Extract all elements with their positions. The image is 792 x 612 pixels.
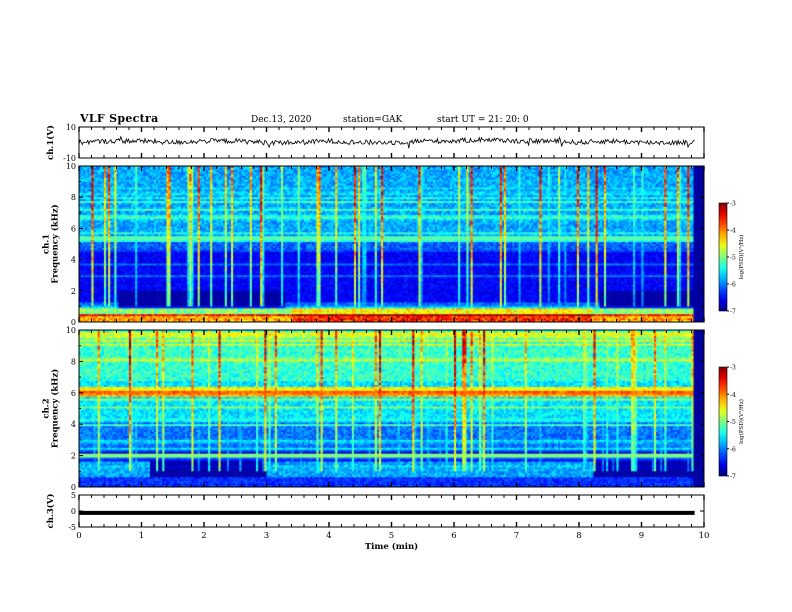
ch2-spectrogram-ytick-label: 0 bbox=[71, 483, 76, 492]
x-tick-label: 7 bbox=[514, 531, 519, 541]
x-tick-label: 10 bbox=[699, 531, 710, 541]
date-label: Dec.13, 2020 bbox=[251, 115, 312, 125]
ch1-waveform-ylabel: ch.1(V) bbox=[45, 125, 56, 160]
ch1-colorbar-tick-label: -6 bbox=[730, 282, 736, 289]
start-time-label: start UT = 21: 20: 0 bbox=[437, 115, 529, 125]
ch1-colorbar-bar bbox=[718, 202, 728, 312]
ch1-spectrogram-ytick-label: 2 bbox=[71, 287, 76, 296]
ch2-colorbar-bar bbox=[718, 366, 728, 477]
x-tick-label: 0 bbox=[76, 531, 81, 541]
x-axis-title: Time (min) bbox=[365, 541, 418, 552]
x-tick-label: 4 bbox=[326, 531, 331, 541]
ch2-spectrogram-ytick-label: 4 bbox=[71, 420, 76, 429]
ch2-spectrogram-ylabel: ch.2 Frequency (kHz) bbox=[42, 369, 61, 448]
x-tick-label: 3 bbox=[264, 531, 269, 541]
x-tick-label: 2 bbox=[201, 531, 206, 541]
ch1-spectrogram-ylabel-line: ch.1 bbox=[42, 234, 52, 254]
ch1-colorbar-label: log(PSD)(V²/Hz) bbox=[738, 235, 745, 280]
ch3-signal-ylabel-line: ch.3(V) bbox=[45, 494, 56, 529]
figure-title: VLF Spectra bbox=[80, 112, 159, 125]
ch3-signal-ytick-label: -5 bbox=[68, 523, 76, 532]
ch1-waveform-ylabel-line: ch.1(V) bbox=[45, 125, 56, 160]
ch1-waveform-ytick-label: -10 bbox=[63, 154, 76, 163]
ch1-spectrogram-ytick-label: 6 bbox=[71, 224, 76, 233]
ch2-spectrogram-image bbox=[79, 330, 704, 487]
ch1-colorbar-tick-label: -4 bbox=[730, 228, 736, 235]
ch1-colorbar-tick-label: -5 bbox=[730, 255, 736, 262]
ch1-waveform-ytick-label: 10 bbox=[66, 123, 76, 132]
ch2-colorbar-tick-label: -6 bbox=[730, 446, 736, 453]
station-label: station=GAK bbox=[343, 115, 403, 125]
x-tick-label: 9 bbox=[639, 531, 644, 541]
ch2-spectrogram-ytick-label: 8 bbox=[71, 357, 76, 366]
ch1-spectrogram-ylabel-line: Frequency (kHz) bbox=[50, 204, 61, 283]
ch3-signal-ylabel: ch.3(V) bbox=[45, 494, 56, 529]
x-tick-label: 6 bbox=[451, 531, 456, 541]
ch2-spectrogram-ytick-label: 6 bbox=[71, 389, 76, 398]
ch1-spectrogram-ylabel: ch.1 Frequency (kHz) bbox=[42, 204, 61, 283]
ch1-waveform-trace bbox=[78, 135, 695, 149]
ch1-spectrogram-image bbox=[79, 166, 704, 322]
ch1-spectrogram-ytick-label: 0 bbox=[71, 318, 76, 327]
ch2-spectrogram-ylabel-line: ch.2 bbox=[42, 398, 52, 418]
ch2-colorbar-tick-label: -4 bbox=[730, 392, 736, 399]
ch2-spectrogram-ytick-label: 2 bbox=[71, 452, 76, 461]
x-tick-label: 8 bbox=[576, 531, 581, 541]
ch2-spectrogram-ylabel-line: Frequency (kHz) bbox=[50, 369, 61, 448]
ch3-signal-ytick-label: 5 bbox=[71, 491, 76, 500]
ch1-spectrogram-ytick-label: 4 bbox=[71, 256, 76, 265]
ch2-colorbar-tick-label: -7 bbox=[730, 474, 736, 481]
ch2-colorbar-tick-label: -3 bbox=[730, 365, 736, 372]
ch1-colorbar-tick-label: -7 bbox=[730, 309, 736, 316]
x-tick-label: 5 bbox=[389, 531, 394, 541]
ch2-spectrogram-ytick-label: 10 bbox=[66, 326, 76, 335]
ch1-colorbar-tick-label: -3 bbox=[730, 201, 736, 208]
ch3-signal-ytick-label: 0 bbox=[71, 507, 76, 516]
ch1-colorbar-label-text: log(PSD)(V²/Hz) bbox=[738, 235, 745, 280]
ch1-spectrogram-ytick-label: 10 bbox=[66, 162, 76, 171]
ch2-colorbar-label-text: log(PSD)(V²/Hz) bbox=[738, 399, 745, 444]
ch1-spectrogram-ytick-label: 8 bbox=[71, 193, 76, 202]
ch2-colorbar-tick-label: -5 bbox=[730, 419, 736, 426]
ch2-colorbar-label: log(PSD)(V²/Hz) bbox=[738, 399, 745, 444]
x-tick-label: 1 bbox=[139, 531, 144, 541]
